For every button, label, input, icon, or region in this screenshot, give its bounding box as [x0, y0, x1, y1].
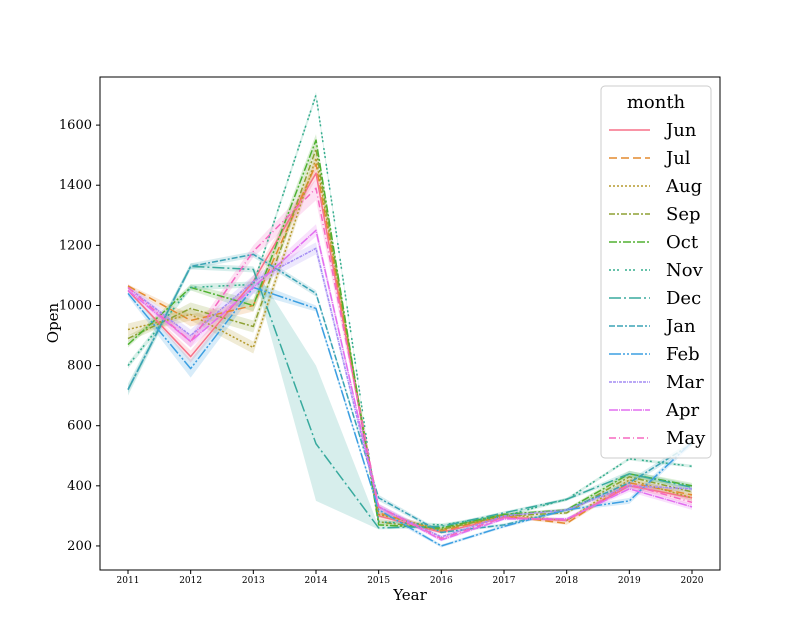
y-tick-label: 400	[67, 479, 92, 494]
x-axis-label: Year	[392, 586, 427, 604]
series-line-feb	[127, 286, 693, 547]
y-tick-label: 600	[67, 419, 92, 434]
series-line-jan	[127, 253, 693, 534]
legend-label-sep: Sep	[666, 204, 701, 225]
series-line-apr	[127, 229, 693, 541]
legend-label-mar: Mar	[666, 372, 704, 393]
legend: month Jun Jul Aug Sep Oct Nov Dec Jan Feb Mar Apr M…	[600, 85, 712, 459]
y-tick-label: 1400	[59, 178, 92, 193]
legend-label-apr: Apr	[665, 400, 700, 421]
x-axis-ticks: 2011 2012 2013 2014 2015 2016 2017 2018 2019 2020	[117, 570, 704, 586]
series-line-oct	[127, 139, 693, 529]
y-axis-ticks: 200 400 600 800 1000 1200 1400 1600	[59, 118, 100, 554]
legend-label-aug: Aug	[665, 176, 702, 197]
legend-label-nov: Nov	[666, 260, 704, 281]
y-tick-label: 800	[67, 359, 92, 374]
series-lines	[127, 94, 693, 547]
x-tick-label: 2020	[681, 576, 704, 586]
x-tick-label: 2011	[117, 576, 140, 586]
series-line-mar	[127, 247, 693, 538]
legend-box	[600, 85, 712, 459]
plot-frame	[99, 76, 721, 571]
legend-label-dec: Dec	[666, 288, 701, 309]
series-line-may	[127, 187, 693, 540]
x-tick-label: 2018	[555, 576, 578, 586]
legend-label-jan: Jan	[664, 316, 696, 337]
y-tick-label: 1600	[59, 118, 92, 133]
legend-label-jun: Jun	[664, 120, 697, 141]
y-axis-label: Open	[44, 302, 62, 343]
x-tick-label: 2014	[305, 576, 328, 586]
band-jun	[128, 167, 692, 534]
legend-label-jul: Jul	[664, 148, 691, 169]
legend-items: Jun Jul Aug Sep Oct Nov Dec Jan Feb Mar Apr May	[609, 120, 706, 449]
x-tick-label: 2015	[367, 576, 390, 586]
legend-label-oct: Oct	[666, 232, 699, 253]
y-tick-label: 1200	[59, 238, 92, 253]
legend-label-may: May	[666, 428, 706, 449]
x-tick-label: 2019	[618, 576, 641, 586]
x-tick-label: 2017	[493, 576, 516, 586]
y-tick-label: 1000	[59, 298, 92, 313]
legend-title: month	[627, 92, 686, 113]
x-tick-label: 2012	[179, 576, 202, 586]
legend-label-feb: Feb	[666, 344, 700, 365]
x-tick-label: 2013	[242, 576, 265, 586]
y-tick-label: 200	[67, 539, 92, 554]
x-tick-label: 2016	[430, 576, 453, 586]
series-line-sep	[127, 148, 693, 531]
series-line-aug	[127, 157, 693, 531]
